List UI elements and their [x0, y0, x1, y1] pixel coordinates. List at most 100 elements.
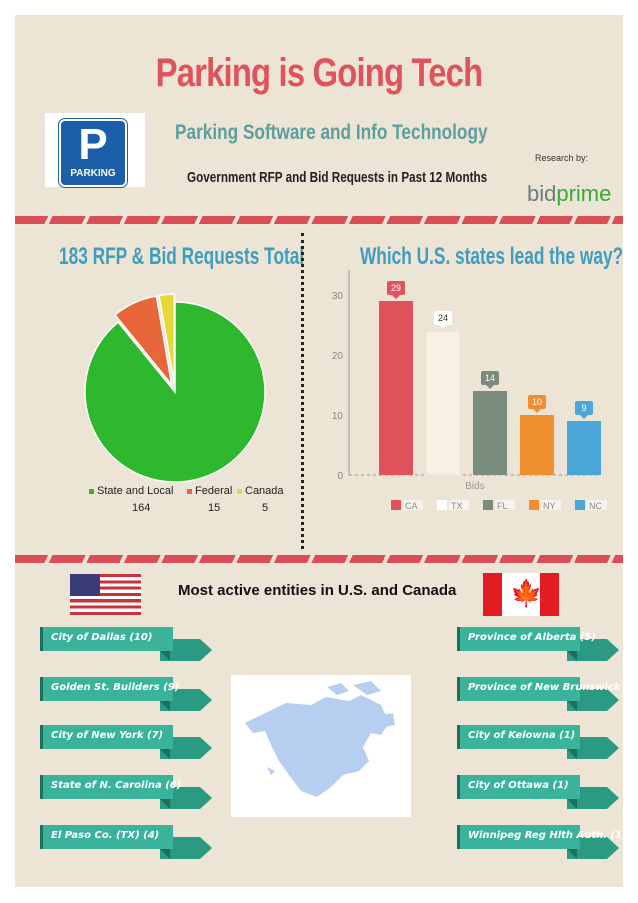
y-tick-label: 0	[337, 471, 343, 482]
y-tick-label: 10	[332, 411, 344, 422]
banner-face: El Paso Co. (TX) (4)	[40, 825, 173, 849]
y-tick-label: 20	[332, 351, 344, 362]
banner-face: Winnipeg Reg Hlth Auth. (1)	[457, 825, 627, 849]
data-label: 24	[438, 313, 448, 323]
data-label: 29	[391, 283, 401, 293]
data-label-pointer	[580, 415, 588, 419]
entity-label: City of Ottawa (1)	[468, 780, 569, 791]
banner-fold	[567, 701, 577, 711]
entity-banner: Province of New Brunswick (2)	[457, 677, 638, 723]
legend-label-bg	[403, 500, 423, 510]
data-label: 10	[532, 397, 542, 407]
bar-tx	[425, 330, 461, 476]
banner-fold	[567, 651, 577, 661]
entity-label: State of N. Carolina (6)	[51, 780, 182, 791]
entity-banner: City of Dallas (10)	[40, 627, 220, 673]
legend-value: 164	[132, 502, 151, 514]
banner-fold	[160, 651, 170, 661]
legend-label-bg	[587, 500, 607, 510]
pie-slice-state-and-local	[84, 301, 266, 483]
legend-swatch-ny	[529, 500, 539, 510]
page-title: Parking is Going Tech	[155, 51, 483, 95]
legend-swatch	[237, 488, 242, 494]
banner-face: City of Ottawa (1)	[457, 775, 580, 799]
data-label-box	[481, 371, 499, 385]
data-label: 9	[581, 403, 586, 413]
entities-heading: Most active entities in U.S. and Canada	[178, 582, 457, 599]
banner-fold	[567, 799, 577, 809]
logo-word: PARKING	[70, 168, 116, 179]
parking-logo: P PARKING	[45, 113, 145, 187]
legend-value: 15	[208, 502, 221, 514]
logo-letter: P	[78, 120, 108, 169]
legend-label-ca: CA	[405, 501, 418, 511]
divider-stripe	[15, 216, 623, 224]
entity-banner: Province of Alberta (5)	[457, 627, 627, 673]
bidprime-logo: bidprime	[527, 181, 611, 207]
gov-line: Government RFP and Bid Requests in Past …	[187, 169, 488, 186]
legend-swatch-fl	[483, 500, 493, 510]
legend-swatch-ca	[391, 500, 401, 510]
legend-swatch	[89, 488, 94, 494]
banner-face: City of Kelowna (1)	[457, 725, 580, 749]
banner-fold	[160, 799, 170, 809]
data-label-pointer	[486, 385, 494, 389]
pie-slice-canada	[158, 293, 176, 385]
legend-label-bg	[449, 500, 469, 510]
bar-ca	[379, 301, 413, 475]
bar-heading: Which U.S. states lead the way?	[360, 243, 624, 270]
banner-fold	[567, 849, 577, 859]
canada-flag-icon: 🍁	[483, 573, 559, 616]
legend-label: Canada	[245, 485, 284, 497]
legend-label-ny: NY	[543, 501, 556, 511]
banner-face: City of New York (7)	[40, 725, 173, 749]
legend-swatch-nc	[575, 500, 585, 510]
divider-stripe	[15, 555, 623, 563]
legend-value: 5	[262, 502, 269, 514]
legend-label: State and Local	[97, 485, 174, 497]
x-axis-label: Bids	[465, 481, 484, 492]
data-label: 14	[485, 373, 495, 383]
entity-banner: State of N. Carolina (6)	[40, 775, 220, 821]
legend-label-fl: FL	[497, 501, 508, 511]
bar-ny	[520, 415, 554, 475]
entity-label: Winnipeg Reg Hlth Auth. (1)	[468, 830, 627, 841]
data-label-pointer	[392, 295, 400, 299]
pie-slice-federal	[113, 295, 173, 388]
banner-fold	[567, 749, 577, 759]
legend-label-nc: NC	[589, 501, 602, 511]
banner-face: Golden St. Builders (9)	[40, 677, 179, 701]
banner-face: State of N. Carolina (6)	[40, 775, 181, 799]
data-label-pointer	[439, 325, 447, 329]
banner-fold	[160, 749, 170, 759]
legend-label-tx: TX	[451, 501, 463, 511]
section-divider	[301, 233, 304, 549]
legend-label: Federal	[195, 485, 233, 497]
legend-label-bg	[541, 500, 561, 510]
entity-label: Golden St. Builders (9)	[51, 682, 180, 693]
legend-item-canada: Canada	[237, 485, 284, 497]
research-by-label: Research by:	[535, 153, 589, 163]
legend-label-bg	[495, 500, 515, 510]
parking-sign-icon: P PARKING	[59, 119, 127, 187]
entity-banner: City of Ottawa (1)	[457, 775, 627, 821]
data-label-box	[434, 311, 452, 325]
entity-banner: El Paso Co. (TX) (4)	[40, 825, 220, 871]
entity-label: El Paso Co. (TX) (4)	[51, 830, 160, 841]
map-icon	[245, 681, 395, 797]
subtitle: Parking Software and Info Technology	[175, 121, 488, 144]
entity-banner: Winnipeg Reg Hlth Auth. (1)	[457, 825, 627, 871]
entity-banner: City of Kelowna (1)	[457, 725, 627, 771]
banner-fold	[160, 849, 170, 859]
us-flag-icon	[70, 574, 141, 615]
entity-banner: City of New York (7)	[40, 725, 220, 771]
entity-label: City of Dallas (10)	[51, 632, 153, 643]
maple-leaf-icon: 🍁	[510, 578, 543, 608]
bar-fl	[473, 391, 507, 475]
entity-banner: Golden St. Builders (9)	[40, 677, 220, 723]
brand-part-a: bid	[527, 181, 557, 206]
flag-canton	[70, 574, 100, 596]
infographic-page: Parking is Going Tech P PARKING Parking …	[15, 15, 638, 887]
banner-face: Province of New Brunswick (2)	[457, 677, 638, 701]
data-label-box	[387, 281, 405, 295]
